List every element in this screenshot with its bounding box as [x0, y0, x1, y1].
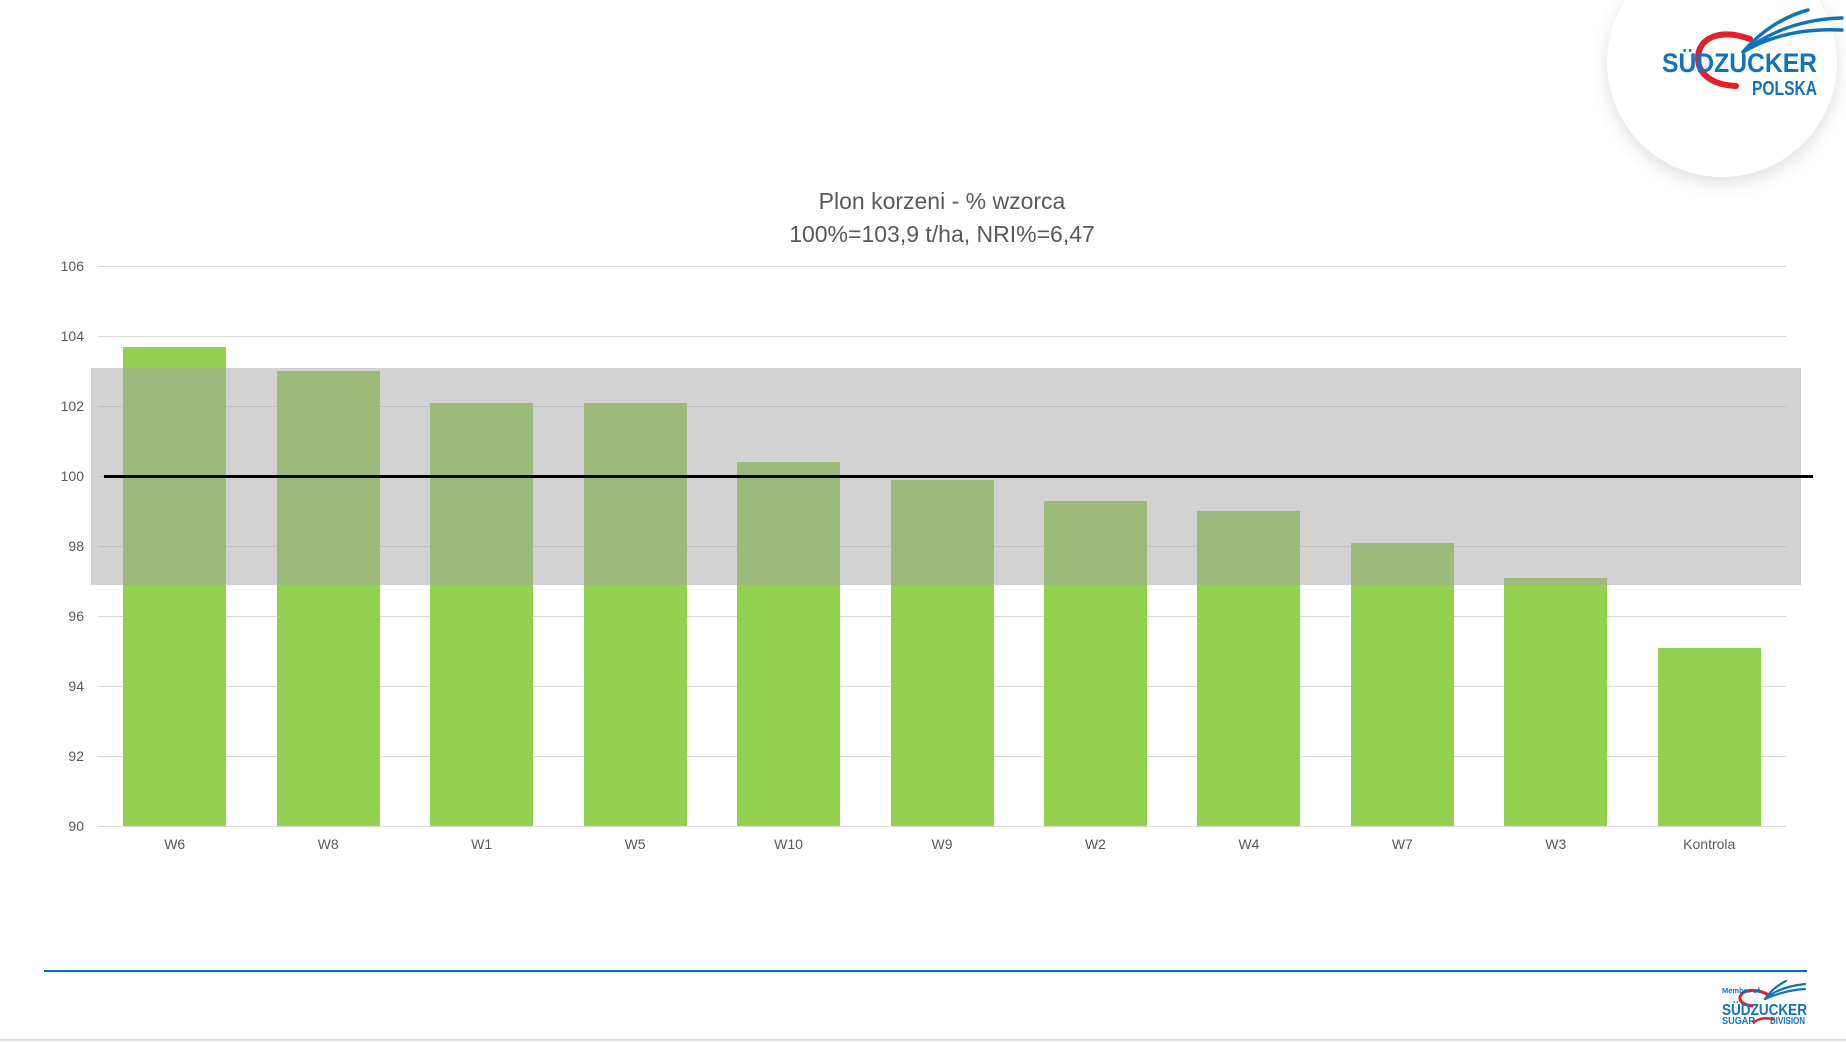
y-axis-tick-label-92: 92: [68, 748, 84, 764]
x-axis-tick-label-Kontrola: Kontrola: [1683, 836, 1736, 852]
x-axis-tick-label-W10: W10: [774, 836, 803, 852]
footer-logo-red-crescent: [1738, 988, 1769, 1008]
logo-blue-swoosh: [1741, 8, 1844, 54]
x-axis-tick-label-W7: W7: [1391, 836, 1413, 852]
chart-subtitle: 100%=103,9 t/ha, NRI%=6,47: [789, 221, 1095, 247]
x-axis-tick-label-W3: W3: [1545, 836, 1567, 852]
chart-title: Plon korzeni - % wzorca: [818, 188, 1066, 214]
footer-logo-red-swoosh: [1752, 1017, 1775, 1024]
logo-country-text: POLSKA: [1752, 78, 1817, 100]
footer-logo-blue-swoosh: [1763, 979, 1807, 1001]
reference-line-100: [104, 474, 1813, 478]
gridline-104: [98, 335, 1786, 337]
sudzucker-polska-logo: SÜDZUCKER POLSKA: [1662, 8, 1844, 100]
x-axis-tick-label-W6: W6: [164, 836, 186, 852]
y-axis-tick-label-104: 104: [60, 328, 84, 344]
logo-red-crescent: [1694, 31, 1753, 89]
sudzucker-sugar-division-logo: Member of SÜDZUCKER SUGAR DIVISION: [1722, 979, 1807, 1027]
logo-brand-text: SÜDZUCKER: [1662, 48, 1817, 78]
x-axis-tick-label-W8: W8: [317, 836, 339, 852]
y-axis-tick-label-106: 106: [60, 258, 84, 274]
logo-background-circle: [1607, 0, 1837, 177]
y-axis-tick-label-96: 96: [68, 608, 84, 624]
bar-W7: [1350, 542, 1454, 826]
gridline-90: [98, 825, 1786, 827]
x-axis-tick-label-W5: W5: [624, 836, 646, 852]
slide-bottom-edge: [0, 1039, 1846, 1041]
footer-logo-sugar: SUGAR: [1722, 1015, 1755, 1027]
gridline-106: [98, 265, 1786, 267]
y-axis-tick-label-100: 100: [60, 468, 84, 484]
bar-W3: [1504, 577, 1608, 826]
y-axis-tick-label-94: 94: [68, 678, 84, 694]
footer-logo-brand: SÜDZUCKER: [1722, 1002, 1807, 1019]
footer-divider-rule: [44, 970, 1807, 972]
bar-Kontrola: [1657, 647, 1761, 826]
x-axis-tick-label-W1: W1: [471, 836, 493, 852]
y-axis-tick-label-90: 90: [68, 818, 84, 834]
x-axis-tick-label-W9: W9: [931, 836, 953, 852]
footer-logo-member-of: Member of: [1722, 986, 1760, 995]
y-axis-tick-label-98: 98: [68, 538, 84, 554]
x-axis-tick-label-W4: W4: [1238, 836, 1260, 852]
y-axis-tick-label-102: 102: [60, 398, 84, 414]
x-axis-tick-label-W2: W2: [1084, 836, 1106, 852]
chart-title-block: Plon korzeni - % wzorca 100%=103,9 t/ha,…: [98, 185, 1786, 251]
footer-logo-division: DIVISION: [1770, 1015, 1805, 1027]
